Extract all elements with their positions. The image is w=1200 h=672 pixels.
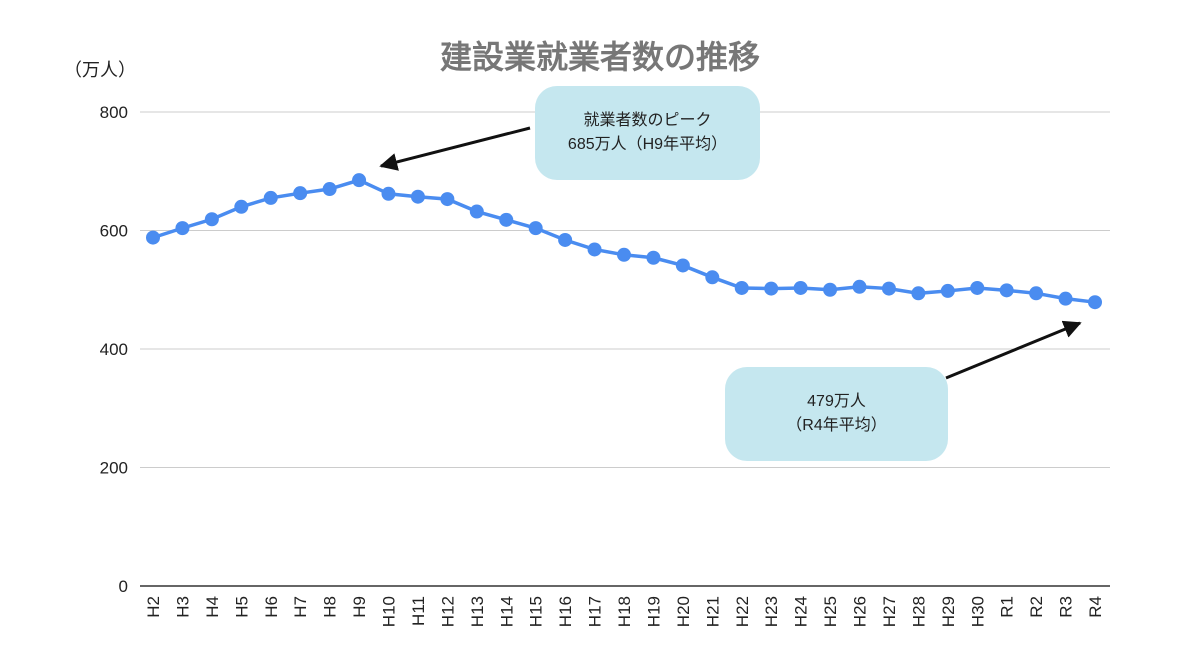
chart-title: 建設業就業者数の推移 — [440, 39, 760, 75]
data-point — [764, 281, 779, 296]
x-tick-label: R3 — [1057, 596, 1076, 618]
x-tick-label: H6 — [262, 596, 281, 618]
x-tick-label: H22 — [733, 596, 752, 627]
data-point — [970, 280, 985, 295]
x-tick-label: H21 — [703, 596, 722, 627]
data-point — [204, 212, 219, 227]
peak-arrow — [379, 126, 531, 171]
x-tick-label: H29 — [939, 596, 958, 627]
x-tick-label: R4 — [1086, 596, 1105, 618]
x-tick-label: H28 — [909, 596, 928, 627]
x-tick-label: H12 — [438, 596, 457, 627]
y-tick-label: 0 — [119, 577, 128, 596]
data-point — [617, 247, 631, 262]
x-tick-label: R2 — [1027, 596, 1046, 618]
x-tick-label: H9 — [350, 596, 369, 618]
latest-annotation: 479万人 （R4年平均） — [725, 367, 948, 461]
data-point — [705, 270, 720, 285]
data-point — [823, 282, 838, 297]
data-point — [1088, 295, 1102, 310]
latest-arrow — [945, 320, 1082, 380]
x-tick-label: H15 — [527, 596, 546, 627]
data-point — [881, 281, 896, 296]
x-tick-label: H4 — [203, 596, 222, 618]
peak-annotation-line1: 就業者数のピーク — [583, 112, 712, 129]
x-tick-label: H27 — [880, 596, 899, 627]
x-tick-label: H18 — [615, 596, 634, 627]
data-point — [499, 212, 514, 227]
x-tick-label: H7 — [291, 596, 310, 618]
x-tick-label: H20 — [674, 596, 693, 627]
data-point — [528, 221, 543, 236]
data-point — [293, 186, 308, 201]
x-tick-label: H3 — [173, 596, 192, 618]
data-point — [322, 182, 337, 197]
data-point — [911, 286, 926, 301]
data-point — [1029, 286, 1044, 301]
x-tick-label: H13 — [468, 596, 487, 627]
y-tick-label: 800 — [100, 103, 128, 122]
data-point — [381, 186, 396, 201]
series-line — [152, 178, 1096, 304]
y-tick-label: 400 — [100, 340, 128, 359]
data-point — [352, 173, 367, 188]
data-point — [734, 280, 749, 295]
peak-annotation-line2: 685万人（H9年平均） — [567, 136, 728, 153]
x-tick-label: H19 — [644, 596, 663, 627]
data-point — [940, 283, 955, 298]
data-point — [263, 190, 278, 205]
data-point — [852, 279, 867, 294]
x-tick-label: H5 — [232, 596, 251, 618]
data-point — [1058, 291, 1073, 306]
data-point — [646, 250, 661, 265]
latest-annotation-line2: （R4年平均） — [786, 417, 887, 434]
x-tick-label: H17 — [586, 596, 605, 627]
data-point — [146, 230, 160, 245]
data-point — [558, 232, 573, 247]
y-tick-label: 600 — [100, 222, 128, 241]
x-tick-label: H11 — [409, 596, 428, 626]
x-tick-label: H16 — [556, 596, 575, 627]
y-axis-label: （万人） — [64, 60, 136, 80]
latest-annotation-line1: 479万人 — [807, 393, 866, 410]
data-point — [469, 204, 484, 219]
x-tick-label: H2 — [144, 596, 163, 618]
x-tick-label: H25 — [821, 596, 840, 627]
data-point — [587, 242, 602, 257]
x-tick-label: H30 — [968, 596, 987, 627]
peak-annotation: 就業者数のピーク 685万人（H9年平均） — [535, 86, 760, 180]
data-point — [410, 189, 425, 204]
x-tick-label: H23 — [762, 596, 781, 627]
x-tick-label: H8 — [321, 596, 340, 618]
data-point — [675, 258, 690, 273]
y-tick-label: 200 — [100, 459, 128, 478]
data-point — [999, 283, 1014, 298]
x-tick-label: H26 — [851, 596, 870, 627]
x-tick-label: H10 — [380, 596, 399, 627]
x-tick-label: H24 — [792, 596, 811, 627]
x-tick-label: H14 — [497, 596, 516, 627]
data-point — [440, 192, 455, 207]
data-point — [175, 221, 190, 236]
data-point — [793, 280, 808, 295]
data-point — [234, 199, 249, 214]
x-tick-label: R1 — [998, 596, 1017, 618]
